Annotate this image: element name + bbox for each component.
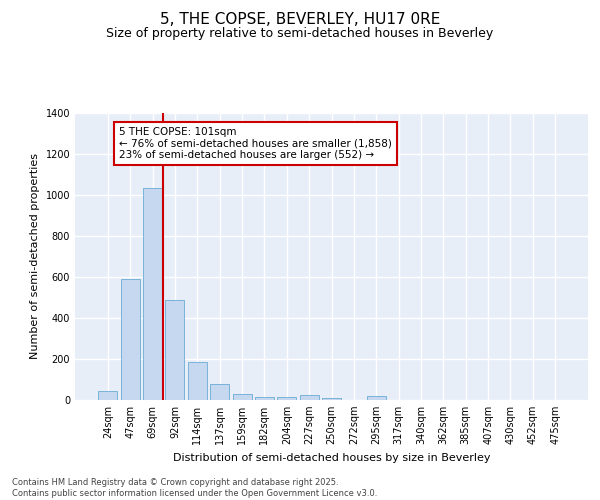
Bar: [210, 384, 229, 400]
Text: 5, THE COPSE, BEVERLEY, HU17 0RE: 5, THE COPSE, BEVERLEY, HU17 0RE: [160, 12, 440, 28]
Bar: [98, 391, 118, 400]
X-axis label: Distribution of semi-detached houses by size in Beverley: Distribution of semi-detached houses by …: [173, 452, 490, 462]
Bar: [277, 396, 296, 400]
Bar: [367, 396, 386, 400]
Text: 5 THE COPSE: 101sqm
← 76% of semi-detached houses are smaller (1,858)
23% of sem: 5 THE COPSE: 101sqm ← 76% of semi-detach…: [119, 127, 392, 160]
Bar: [322, 398, 341, 400]
Y-axis label: Number of semi-detached properties: Number of semi-detached properties: [30, 153, 40, 359]
Bar: [188, 362, 207, 400]
Text: Size of property relative to semi-detached houses in Beverley: Size of property relative to semi-detach…: [106, 28, 494, 40]
Bar: [143, 188, 162, 400]
Bar: [233, 394, 251, 400]
Bar: [299, 395, 319, 400]
Bar: [255, 396, 274, 400]
Text: Contains HM Land Registry data © Crown copyright and database right 2025.
Contai: Contains HM Land Registry data © Crown c…: [12, 478, 377, 498]
Bar: [166, 300, 184, 400]
Bar: [121, 279, 140, 400]
